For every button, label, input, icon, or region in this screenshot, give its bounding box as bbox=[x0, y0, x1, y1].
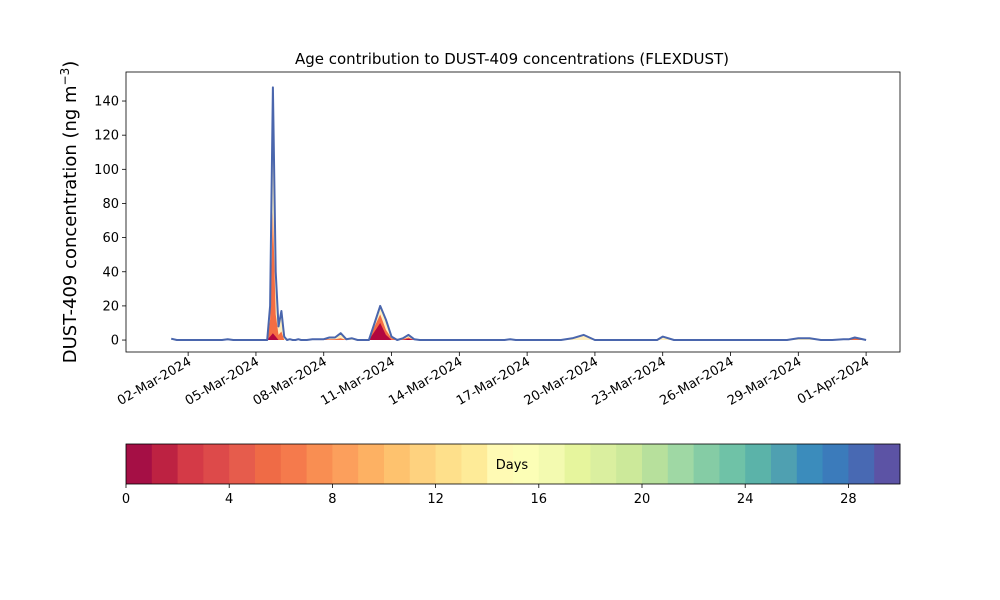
y-axis-label-close: ) bbox=[60, 61, 81, 68]
colorbar-swatch bbox=[306, 444, 333, 484]
x-tick-label: 20-Mar-2024 bbox=[522, 354, 601, 408]
x-tick-label: 26-Mar-2024 bbox=[657, 354, 736, 408]
colorbar-tick-label: 16 bbox=[531, 492, 548, 507]
young-dust-area bbox=[267, 212, 867, 340]
colorbar-ticks: 0 4 8 12 16 20 24 28 bbox=[122, 484, 857, 507]
colorbar-swatch bbox=[513, 444, 540, 484]
colorbar-tick-label: 20 bbox=[634, 492, 651, 507]
colorbar-swatch bbox=[151, 444, 178, 484]
colorbar-swatch bbox=[590, 444, 617, 484]
colorbar-swatches bbox=[126, 444, 901, 484]
colorbar-label: Days bbox=[496, 458, 529, 473]
y-tick-label: 80 bbox=[102, 197, 119, 212]
colorbar-tick-label: 28 bbox=[840, 492, 857, 507]
colorbar-swatch bbox=[796, 444, 823, 484]
colorbar-swatch bbox=[771, 444, 798, 484]
x-tick-label: 17-Mar-2024 bbox=[454, 354, 533, 408]
colorbar-swatch bbox=[461, 444, 488, 484]
colorbar-swatch bbox=[564, 444, 591, 484]
y-axis-label-superscript: −3 bbox=[58, 68, 72, 86]
x-tick-label: 11-Mar-2024 bbox=[318, 354, 397, 408]
colorbar-tick-label: 0 bbox=[122, 492, 130, 507]
y-tick-label: 120 bbox=[94, 129, 119, 144]
x-axis-ticks: 02-Mar-202405-Mar-202408-Mar-202411-Mar-… bbox=[115, 352, 872, 409]
colorbar-swatch bbox=[693, 444, 720, 484]
colorbar-swatch bbox=[719, 444, 746, 484]
colorbar-swatch bbox=[255, 444, 282, 484]
colorbar: Days 0 4 8 12 16 20 24 28 bbox=[122, 443, 901, 507]
y-tick-label: 100 bbox=[94, 163, 119, 178]
colorbar-swatch bbox=[745, 444, 772, 484]
colorbar-swatch bbox=[616, 444, 643, 484]
colorbar-swatch bbox=[642, 444, 669, 484]
colorbar-swatch bbox=[229, 444, 256, 484]
colorbar-swatch bbox=[409, 444, 436, 484]
colorbar-frame bbox=[125, 443, 901, 485]
y-axis-label: DUST-409 concentration (ng m−3) bbox=[58, 61, 81, 364]
colorbar-swatch bbox=[435, 444, 462, 484]
y-tick-label: 60 bbox=[102, 231, 119, 246]
colorbar-swatch bbox=[384, 444, 411, 484]
x-tick-label: 23-Mar-2024 bbox=[590, 354, 669, 408]
colorbar-tick-label: 4 bbox=[225, 492, 233, 507]
colorbar-swatch bbox=[874, 444, 901, 484]
colorbar-swatch bbox=[822, 444, 849, 484]
x-tick-label: 14-Mar-2024 bbox=[386, 354, 465, 408]
colorbar-swatch bbox=[280, 444, 307, 484]
plot-area bbox=[170, 86, 867, 341]
x-tick-label: 29-Mar-2024 bbox=[725, 354, 804, 408]
x-tick-label: 02-Mar-2024 bbox=[115, 354, 194, 408]
y-axis-label-text: DUST-409 concentration (ng m bbox=[60, 85, 81, 363]
x-tick-label: 05-Mar-2024 bbox=[183, 354, 262, 408]
colorbar-swatch bbox=[848, 444, 875, 484]
colorbar-swatch bbox=[177, 444, 204, 484]
y-tick-label: 0 bbox=[111, 334, 119, 349]
colorbar-swatch bbox=[332, 444, 359, 484]
y-axis-ticks: 0 20 40 60 80 100 120 140 bbox=[94, 95, 126, 349]
colorbar-swatch bbox=[667, 444, 694, 484]
fresh-dust-area bbox=[267, 323, 415, 340]
y-tick-label: 40 bbox=[102, 265, 119, 280]
colorbar-swatch bbox=[203, 444, 230, 484]
colorbar-tick-label: 24 bbox=[737, 492, 754, 507]
y-tick-label: 20 bbox=[102, 299, 119, 314]
y-tick-label: 140 bbox=[94, 95, 119, 110]
x-tick-label: 08-Mar-2024 bbox=[251, 354, 330, 408]
plot-frame bbox=[125, 71, 901, 353]
colorbar-tick-label: 8 bbox=[328, 492, 336, 507]
chart-title: Age contribution to DUST-409 concentrati… bbox=[295, 50, 729, 68]
colorbar-swatch bbox=[126, 444, 153, 484]
total-concentration-line bbox=[170, 86, 867, 341]
colorbar-tick-label: 12 bbox=[427, 492, 444, 507]
colorbar-swatch bbox=[538, 444, 565, 484]
colorbar-swatch bbox=[487, 444, 514, 484]
x-tick-label: 01-Apr-2024 bbox=[795, 354, 872, 407]
colorbar-swatch bbox=[358, 444, 385, 484]
